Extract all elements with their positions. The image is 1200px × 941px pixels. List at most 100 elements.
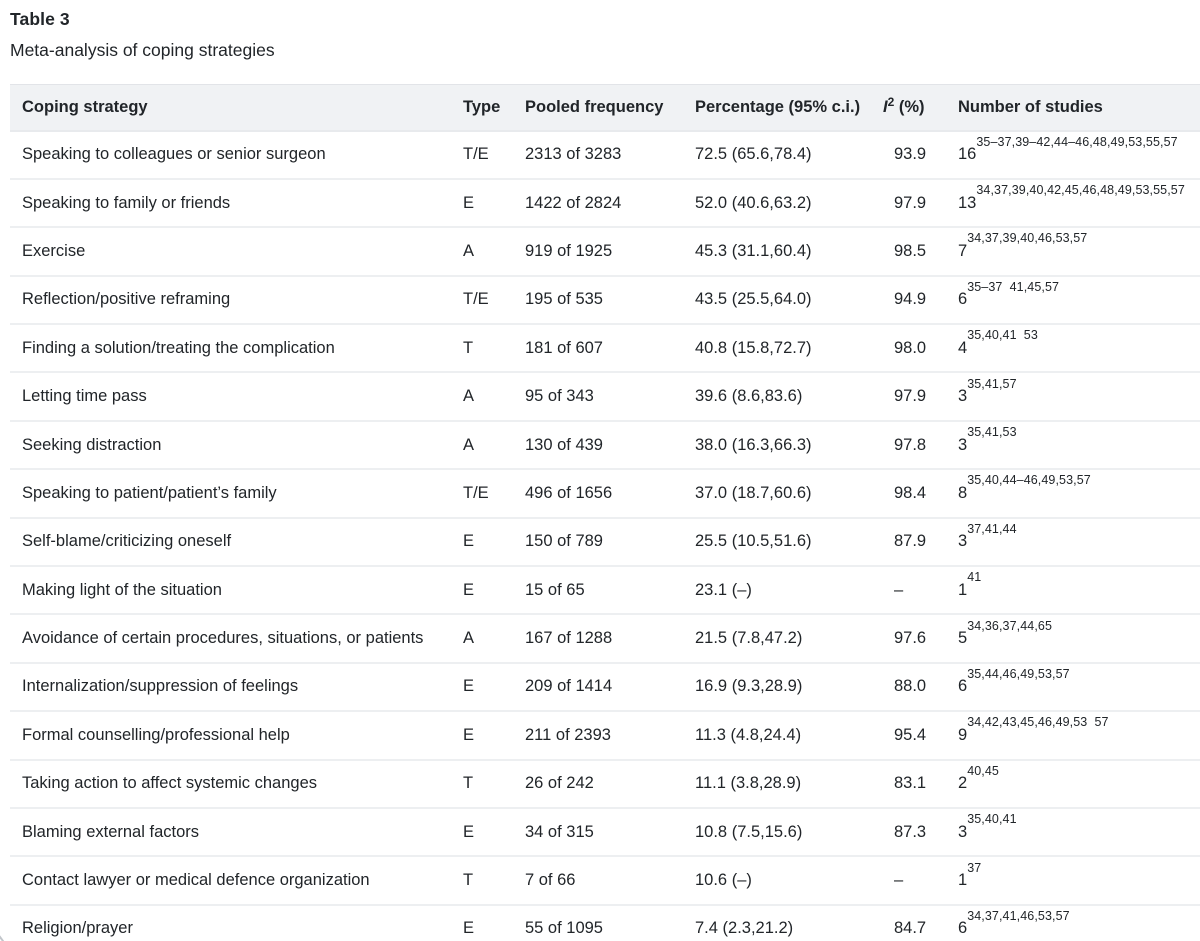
cell-i-squared: 87.3 bbox=[881, 807, 958, 858]
study-count: 3 bbox=[958, 387, 968, 406]
cell-type: E bbox=[463, 807, 525, 858]
table-row: Making light of the situation E 15 of 65… bbox=[10, 566, 1200, 616]
col-header-pooled-frequency: Pooled frequency bbox=[525, 84, 695, 132]
table-header: Coping strategy Type Pooled frequency Pe… bbox=[10, 84, 1200, 132]
study-references: 37,41,44 bbox=[967, 521, 1017, 536]
cell-percentage-ci: 16.9 (9.3,28.9) bbox=[695, 662, 881, 713]
cell-type: T/E bbox=[463, 275, 525, 326]
cell-pooled-frequency: 15 of 65 bbox=[525, 566, 695, 616]
cell-coping-strategy: Formal counselling/professional help bbox=[10, 711, 463, 761]
study-references: 35–37,39–42,44–46,48,49,53,55,57 bbox=[976, 134, 1178, 149]
cell-percentage-ci: 21.5 (7.8,47.2) bbox=[695, 614, 881, 664]
table-row: Letting time pass A 95 of 343 39.6 (8.6,… bbox=[10, 372, 1200, 422]
study-count: 16 bbox=[958, 145, 977, 164]
cell-pooled-frequency: 496 of 1656 bbox=[525, 469, 695, 519]
table-row: Blaming external factors E 34 of 315 10.… bbox=[10, 807, 1200, 858]
cell-i-squared: 98.5 bbox=[881, 227, 958, 277]
table-title: Table 3 bbox=[10, 9, 70, 29]
cell-number-of-studies: 635,44,46,49,53,57 bbox=[958, 662, 1200, 713]
cell-coping-strategy: Speaking to colleagues or senior surgeon bbox=[10, 130, 463, 180]
study-references: 34,37,41,46,53,57 bbox=[967, 908, 1070, 923]
cell-percentage-ci: 38.0 (16.3,66.3) bbox=[695, 420, 881, 471]
study-count: 3 bbox=[958, 822, 968, 841]
cell-type: T/E bbox=[463, 130, 525, 180]
cell-i-squared: – bbox=[881, 856, 958, 906]
study-references: 34,37,39,40,46,53,57 bbox=[967, 231, 1088, 246]
study-references: 35–37 41,45,57 bbox=[967, 279, 1060, 294]
study-count: 13 bbox=[958, 193, 977, 212]
cell-type: E bbox=[463, 711, 525, 761]
cell-pooled-frequency: 919 of 1925 bbox=[525, 227, 695, 277]
cell-percentage-ci: 11.3 (4.8,24.4) bbox=[695, 711, 881, 761]
study-count: 8 bbox=[958, 483, 968, 502]
cell-coping-strategy: Exercise bbox=[10, 227, 463, 277]
i-squared-letter: I bbox=[883, 97, 888, 116]
cell-pooled-frequency: 130 of 439 bbox=[525, 420, 695, 471]
cell-percentage-ci: 10.6 (–) bbox=[695, 856, 881, 906]
study-count: 3 bbox=[958, 435, 968, 454]
table-caption: Meta-analysis of coping strategies bbox=[10, 40, 275, 60]
cell-coping-strategy: Internalization/suppression of feelings bbox=[10, 662, 463, 713]
header-row: Coping strategy Type Pooled frequency Pe… bbox=[10, 84, 1200, 132]
cell-i-squared: 94.9 bbox=[881, 275, 958, 326]
cell-pooled-frequency: 95 of 343 bbox=[525, 372, 695, 422]
cell-type: E bbox=[463, 517, 525, 568]
col-header-type: Type bbox=[463, 84, 525, 132]
cell-i-squared: 97.8 bbox=[881, 420, 958, 471]
cell-percentage-ci: 45.3 (31.1,60.4) bbox=[695, 227, 881, 277]
table-row: Speaking to family or friends E 1422 of … bbox=[10, 178, 1200, 229]
cell-coping-strategy: Reflection/positive reframing bbox=[10, 275, 463, 326]
cell-type: A bbox=[463, 227, 525, 277]
cell-i-squared: – bbox=[881, 566, 958, 616]
cell-number-of-studies: 141 bbox=[958, 566, 1200, 616]
study-count: 1 bbox=[958, 871, 968, 890]
i-squared-unit: (%) bbox=[894, 97, 925, 116]
study-count: 2 bbox=[958, 774, 968, 793]
cell-type: E bbox=[463, 566, 525, 616]
cell-i-squared: 95.4 bbox=[881, 711, 958, 761]
cell-i-squared: 97.9 bbox=[881, 372, 958, 422]
cell-coping-strategy: Avoidance of certain procedures, situati… bbox=[10, 614, 463, 664]
cell-number-of-studies: 335,41,53 bbox=[958, 420, 1200, 471]
cell-percentage-ci: 40.8 (15.8,72.7) bbox=[695, 324, 881, 374]
cell-type: A bbox=[463, 614, 525, 664]
cell-coping-strategy: Letting time pass bbox=[10, 372, 463, 422]
study-references: 37 bbox=[967, 860, 982, 875]
cell-pooled-frequency: 195 of 535 bbox=[525, 275, 695, 326]
cell-percentage-ci: 39.6 (8.6,83.6) bbox=[695, 372, 881, 422]
cell-number-of-studies: 335,40,41 bbox=[958, 807, 1200, 858]
cell-number-of-studies: 1334,37,39,40,42,45,46,48,49,53,55,57 bbox=[958, 178, 1200, 229]
cell-number-of-studies: 1635–37,39–42,44–46,48,49,53,55,57 bbox=[958, 130, 1200, 180]
cell-i-squared: 88.0 bbox=[881, 662, 958, 713]
study-count: 9 bbox=[958, 725, 968, 744]
cell-pooled-frequency: 2313 of 3283 bbox=[525, 130, 695, 180]
cell-coping-strategy: Speaking to family or friends bbox=[10, 178, 463, 229]
cell-i-squared: 97.6 bbox=[881, 614, 958, 664]
cell-coping-strategy: Religion/prayer bbox=[10, 904, 463, 941]
cell-coping-strategy: Taking action to affect systemic changes bbox=[10, 759, 463, 809]
table-row: Contact lawyer or medical defence organi… bbox=[10, 856, 1200, 906]
cell-number-of-studies: 634,37,41,46,53,57 bbox=[958, 904, 1200, 941]
cell-pooled-frequency: 209 of 1414 bbox=[525, 662, 695, 713]
meta-analysis-table: Coping strategy Type Pooled frequency Pe… bbox=[10, 84, 1200, 941]
cell-coping-strategy: Finding a solution/treating the complica… bbox=[10, 324, 463, 374]
cell-number-of-studies: 635–37 41,45,57 bbox=[958, 275, 1200, 326]
col-header-percentage-ci: Percentage (95% c.i.) bbox=[695, 84, 881, 132]
cell-percentage-ci: 11.1 (3.8,28.9) bbox=[695, 759, 881, 809]
table-row: Speaking to patient/patient’s family T/E… bbox=[10, 469, 1200, 519]
cell-pooled-frequency: 34 of 315 bbox=[525, 807, 695, 858]
study-references: 34,37,39,40,42,45,46,48,49,53,55,57 bbox=[976, 183, 1185, 198]
cell-i-squared: 98.0 bbox=[881, 324, 958, 374]
cell-type: A bbox=[463, 420, 525, 471]
study-references: 35,40,44–46,49,53,57 bbox=[967, 473, 1091, 488]
cell-number-of-studies: 137 bbox=[958, 856, 1200, 906]
study-count: 5 bbox=[958, 629, 968, 648]
cell-i-squared: 97.9 bbox=[881, 178, 958, 229]
cell-pooled-frequency: 150 of 789 bbox=[525, 517, 695, 568]
table-row: Formal counselling/professional help E 2… bbox=[10, 711, 1200, 761]
cell-coping-strategy: Contact lawyer or medical defence organi… bbox=[10, 856, 463, 906]
cell-percentage-ci: 37.0 (18.7,60.6) bbox=[695, 469, 881, 519]
study-count: 6 bbox=[958, 290, 968, 309]
col-header-i-squared: I2 (%) bbox=[881, 84, 958, 132]
cell-i-squared: 98.4 bbox=[881, 469, 958, 519]
